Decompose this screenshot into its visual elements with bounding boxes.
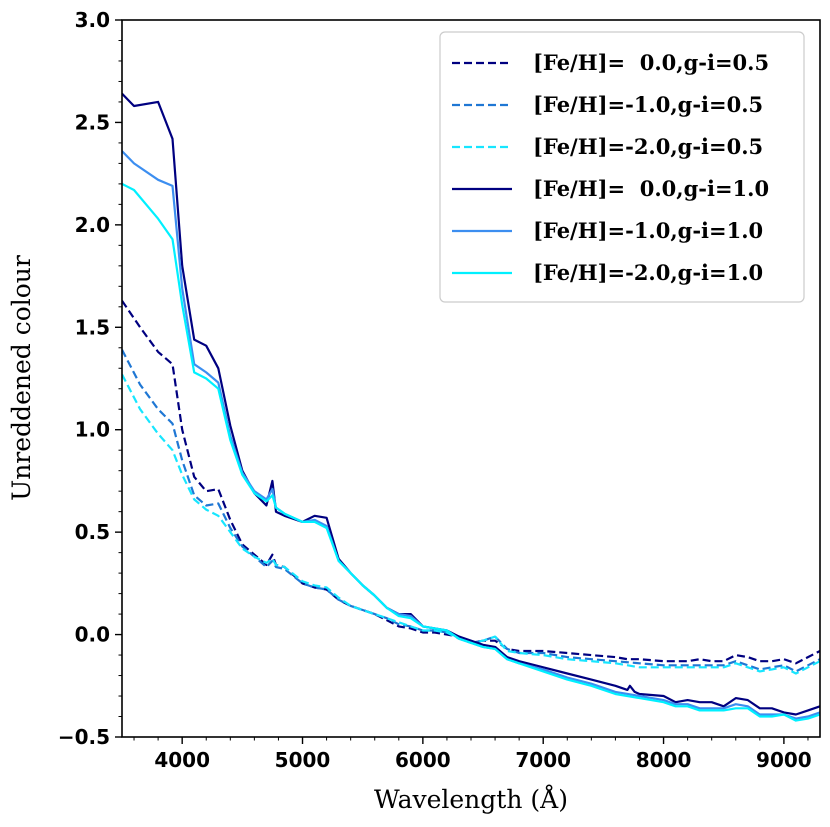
y-tick-label: 2.5	[75, 110, 110, 134]
y-axis-label: Unreddened colour	[7, 255, 36, 501]
y-tick-label: 1.5	[75, 315, 110, 339]
legend-label: [Fe/H]=-1.0,g-i=0.5	[533, 92, 763, 117]
y-tick-label: 2.0	[75, 213, 110, 237]
series-line-6	[122, 182, 820, 722]
legend-label: [Fe/H]=-2.0,g-i=0.5	[533, 134, 763, 159]
series-line-2	[122, 349, 820, 673]
x-axis-ticks: 4000 5000 6000 7000 8000 9000	[133, 737, 812, 772]
y-tick-label: 0.0	[75, 623, 110, 647]
series-layer	[122, 92, 820, 722]
legend-label: [Fe/H]= 0.0,g-i=1.0	[533, 176, 769, 201]
x-tick-label: 9000	[756, 748, 812, 772]
x-tick-label: 4000	[154, 748, 210, 772]
legend-label: [Fe/H]=-1.0,g-i=1.0	[533, 218, 763, 243]
y-tick-label: 3.0	[75, 8, 110, 32]
x-axis-label: Wavelength (Å)	[374, 784, 568, 814]
y-axis-ticks: −0.5 0.0 0.5 1.0 1.5 2.0 2.5 3.0	[58, 8, 122, 749]
legend-label: [Fe/H]= 0.0,g-i=0.5	[533, 50, 769, 75]
series-line-3	[122, 373, 820, 675]
x-tick-label: 6000	[395, 748, 451, 772]
y-tick-label: 1.0	[75, 418, 110, 442]
y-tick-label: 0.5	[75, 520, 110, 544]
series-line-1	[122, 300, 820, 665]
legend-label: [Fe/H]=-2.0,g-i=1.0	[533, 260, 763, 285]
x-tick-label: 5000	[275, 748, 331, 772]
y-tick-label: −0.5	[58, 725, 110, 749]
x-tick-label: 7000	[515, 748, 571, 772]
legend-box	[439, 31, 805, 303]
legend: [Fe/H]= 0.0,g-i=0.5 [Fe/H]=-1.0,g-i=0.5 [F…	[439, 31, 805, 303]
x-tick-label: 8000	[636, 748, 692, 772]
